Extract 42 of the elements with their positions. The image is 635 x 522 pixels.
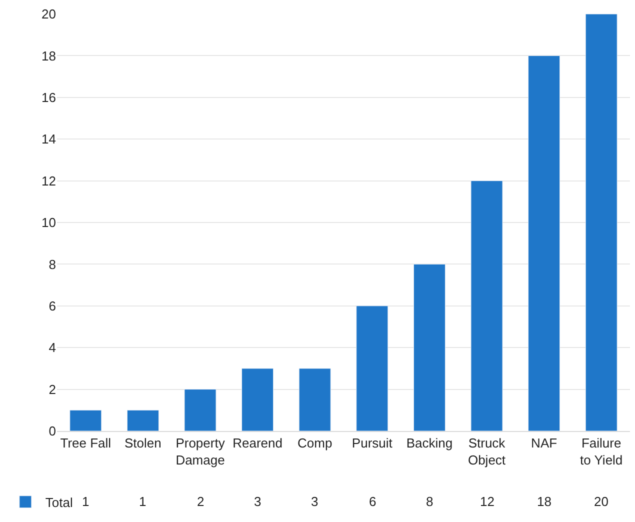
data-label: 2 [197, 494, 204, 509]
data-label: 20 [594, 494, 608, 509]
x-tick-label: Failure to Yield [580, 436, 623, 468]
data-label: 18 [537, 494, 552, 509]
x-tick-label: Rearend [232, 436, 282, 451]
x-tick-label: Comp [298, 436, 332, 451]
x-tick-label: Backing [406, 436, 453, 451]
x-tick-label: Pursuit [352, 436, 393, 451]
y-tick-label: 16 [42, 90, 56, 105]
y-tick-label: 18 [42, 48, 56, 64]
y-tick-label: 0 [48, 424, 56, 439]
bar [413, 264, 446, 431]
bar [70, 410, 102, 431]
y-tick-label: 12 [42, 173, 56, 188]
bar [356, 306, 388, 431]
bar [528, 55, 560, 431]
y-tick-label: 4 [48, 340, 56, 356]
data-label: 6 [369, 494, 376, 509]
data-label: 3 [311, 494, 318, 509]
bar [470, 180, 503, 431]
x-tick-label: Struck Object [468, 436, 506, 468]
bar [184, 389, 216, 431]
bar [126, 410, 159, 431]
y-tick-label: 10 [42, 215, 56, 230]
data-label: 8 [426, 494, 434, 509]
y-tick-label: 8 [48, 256, 56, 272]
y-tick-label: 20 [42, 6, 56, 22]
x-tick-label: Property Damage [176, 436, 226, 468]
y-tick-label: 14 [42, 132, 56, 147]
data-label: 1 [82, 494, 90, 509]
data-label: 3 [254, 494, 262, 509]
y-tick-label: 2 [48, 382, 56, 397]
bar [298, 368, 331, 431]
x-tick-label: Tree Fall [60, 436, 112, 451]
x-tick-label: Stolen [124, 436, 162, 451]
bar [585, 14, 618, 431]
bar [242, 368, 274, 431]
data-label: 1 [139, 494, 146, 509]
y-tick-label: 6 [48, 298, 56, 314]
data-label: 12 [480, 494, 494, 509]
legend-label: Total [45, 494, 73, 510]
x-tick-label: NAF [531, 436, 558, 451]
